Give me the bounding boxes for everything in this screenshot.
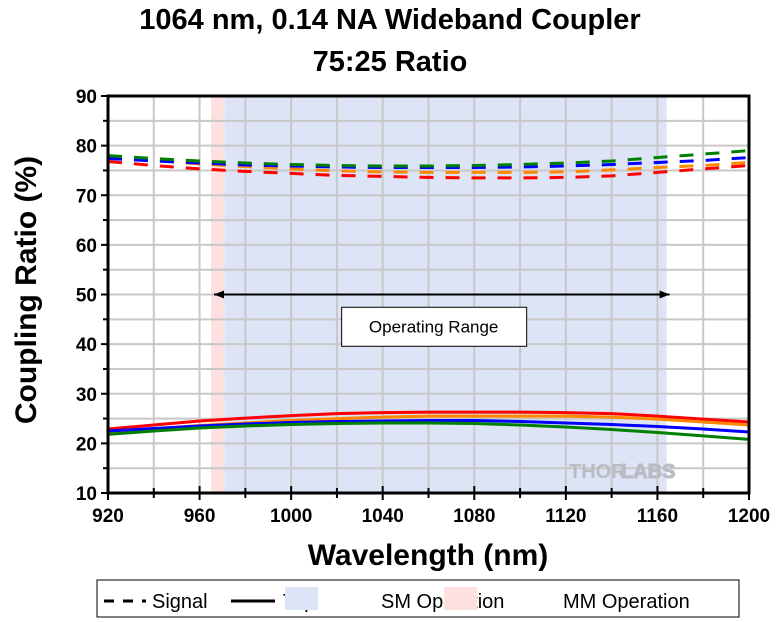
x-tick-label: 1160 bbox=[637, 506, 678, 527]
chart-title: 1064 nm, 0.14 NA Wideband Coupler bbox=[139, 4, 641, 36]
series-tap-red bbox=[107, 410, 750, 431]
series-signal-red bbox=[107, 160, 750, 180]
legend: Signal Tap SM Operation MM Operation bbox=[96, 579, 740, 618]
annotations: Operating Range bbox=[214, 290, 670, 347]
x-tick-label: 920 bbox=[92, 506, 124, 527]
x-tick-label: 1040 bbox=[362, 506, 404, 527]
y-axis-title: Coupling Ratio (%) bbox=[10, 156, 43, 424]
y-tick-label: 90 bbox=[76, 87, 97, 108]
x-tick-label: 1000 bbox=[270, 506, 312, 527]
y-tick-label: 70 bbox=[76, 186, 97, 207]
thorlabs-watermark: THOR LABS bbox=[569, 461, 676, 484]
series-signal-green bbox=[107, 149, 750, 168]
watermark-thor: THOR bbox=[569, 461, 626, 483]
y-tick-label: 10 bbox=[76, 484, 97, 505]
y-tick-label: 60 bbox=[76, 236, 97, 257]
x-tick-label: 1120 bbox=[545, 506, 586, 527]
legend-sm-swatch bbox=[285, 587, 318, 610]
y-tick-label: 50 bbox=[76, 286, 97, 307]
y-tick-label: 80 bbox=[76, 137, 97, 158]
legend-sm-label: SM Operation bbox=[381, 591, 504, 613]
y-tick-label: 40 bbox=[76, 335, 97, 356]
x-tick-label: 960 bbox=[184, 506, 216, 527]
y-tick-label: 30 bbox=[76, 385, 97, 406]
chart-subtitle: 75:25 Ratio bbox=[312, 46, 468, 78]
legend-box bbox=[96, 579, 740, 618]
operating-range-box bbox=[341, 306, 528, 347]
x-tick-label: 1200 bbox=[728, 506, 770, 527]
operating-range-label: Operating Range bbox=[369, 317, 498, 336]
series bbox=[107, 149, 750, 441]
x-axis-title: Wavelength (nm) bbox=[308, 539, 549, 572]
series-tap-blue bbox=[107, 419, 750, 434]
x-tick-label: 1080 bbox=[453, 506, 495, 527]
legend-mm-swatch bbox=[444, 587, 477, 610]
tick-labels: 920 960 1000 1040 1080 1120 1160 1200 10 20 30 40 50… bbox=[76, 87, 770, 527]
y-tick-label: 20 bbox=[76, 434, 97, 455]
legend-signal-label: Signal bbox=[152, 591, 208, 613]
arrow-head-left bbox=[214, 290, 225, 299]
arrow-head-right bbox=[659, 290, 670, 299]
watermark-labs: LABS bbox=[621, 461, 675, 483]
series-tap-green bbox=[107, 421, 750, 441]
axes bbox=[101, 94, 751, 500]
legend-mm-label: MM Operation bbox=[563, 591, 690, 613]
